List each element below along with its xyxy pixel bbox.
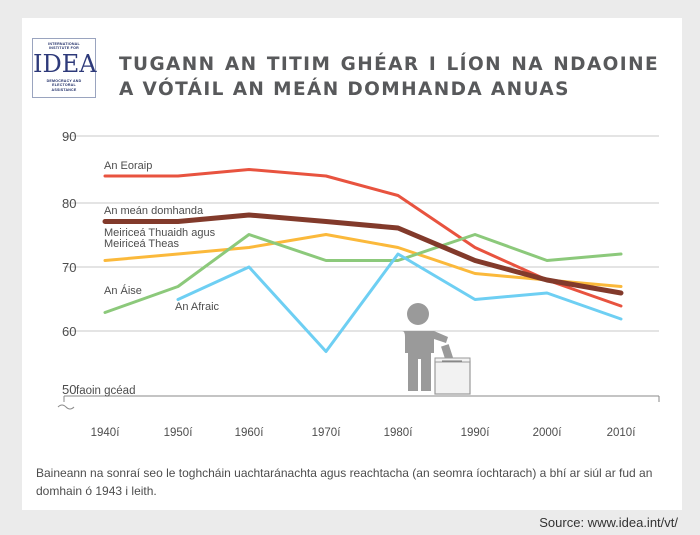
label-africa: An Afraic xyxy=(175,301,220,313)
source-bar: Source: www.idea.int/vt/ xyxy=(0,510,700,535)
logo-top-text: INTERNATIONAL INSTITUTE FOR xyxy=(48,42,80,51)
voter-illustration xyxy=(402,303,471,395)
footnote: Baineann na sonraí seo le toghcháin uach… xyxy=(36,466,653,498)
label-americas-line2: Meiriceá Theas xyxy=(104,238,179,250)
voter-body xyxy=(402,331,448,391)
line-chart: 90 80 70 60 50 faoin gcéad 1940í 1950í 1… xyxy=(57,129,660,439)
axis-break-mark xyxy=(57,404,75,410)
label-world-average: An meán domhanda xyxy=(104,205,204,217)
series-line-2 xyxy=(103,233,623,314)
logo-wordmark: IDEA xyxy=(33,50,97,78)
x-tick-1990: 1990í xyxy=(461,427,491,439)
logo-bottom-text: DEMOCRACY AND ELECTORAL ASSISTANCE xyxy=(46,79,82,92)
gridlines xyxy=(57,135,660,410)
series-layer xyxy=(102,168,624,353)
y-axis-ticks: 90 80 70 60 50 faoin gcéad xyxy=(62,129,135,397)
y-tick-50: 50 xyxy=(62,382,76,397)
infographic-card: INTERNATIONAL INSTITUTE FOR IDEA DEMOCRA… xyxy=(22,18,682,510)
y-unit-label: faoin gcéad xyxy=(76,385,135,397)
source-link[interactable]: Source: www.idea.int/vt/ xyxy=(539,515,678,530)
label-americas-line1: Meiriceá Thuaidh agus xyxy=(104,227,216,239)
x-tick-1940: 1940í xyxy=(91,427,121,439)
label-europe: An Eoraip xyxy=(104,160,152,172)
y-tick-80: 80 xyxy=(62,196,76,211)
x-tick-2000: 2000í xyxy=(533,427,563,439)
ballot-box xyxy=(434,360,471,395)
series-line-3 xyxy=(176,252,623,353)
y-tick-90: 90 xyxy=(62,129,76,144)
x-tick-1950: 1950í xyxy=(164,427,194,439)
y-tick-60: 60 xyxy=(62,324,76,339)
idea-logo: INTERNATIONAL INSTITUTE FOR IDEA DEMOCRA… xyxy=(32,38,97,98)
ballot-paper xyxy=(441,344,453,360)
x-tick-1970: 1970í xyxy=(312,427,342,439)
x-axis-ticks: 1940í 1950í 1960í 1970í 1980í 1990í 2000… xyxy=(91,427,637,439)
series-line-4 xyxy=(102,212,624,296)
x-tick-2010: 2010í xyxy=(607,427,637,439)
y-tick-70: 70 xyxy=(62,260,76,275)
x-tick-1980: 1980í xyxy=(384,427,414,439)
voter-head xyxy=(407,303,429,325)
chart-title: TUGANN AN TITIM GHÉAR I LÍON NA NDAOINE … xyxy=(119,54,659,100)
label-asia: An Áise xyxy=(104,284,142,297)
ballot-box-lid xyxy=(434,357,471,363)
series-labels: An Eoraip An meán domhanda Meiriceá Thua… xyxy=(104,160,220,313)
x-tick-1960: 1960í xyxy=(235,427,265,439)
